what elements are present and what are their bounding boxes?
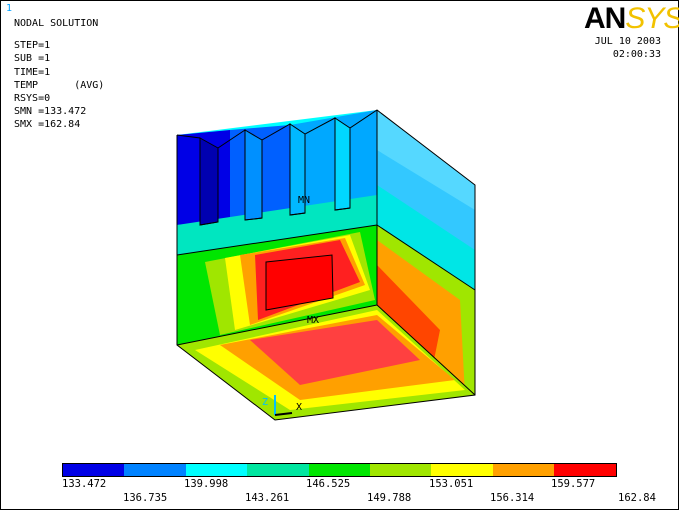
ansys-logo: ANSYS xyxy=(584,2,679,35)
timestamp: JUL 10 2003 02:00:33 xyxy=(595,35,661,61)
max-marker: MX xyxy=(307,315,319,326)
window-number: 1 xyxy=(6,3,13,14)
legend-band-5 xyxy=(308,464,370,476)
legend-value-4: 143.261 xyxy=(245,492,290,504)
info-temp: TEMP (AVG) xyxy=(14,79,105,91)
triad-x-label: X xyxy=(296,402,302,413)
triad-z-label: Z xyxy=(262,397,268,408)
min-marker: MN xyxy=(298,195,310,206)
info-rsys: RSYS=0 xyxy=(14,93,51,105)
info-smx: SMX =162.84 xyxy=(14,119,81,131)
legend-value-3: 139.998 xyxy=(184,478,229,490)
info-smn: SMN =133.472 xyxy=(14,106,87,118)
legend-value-1: 133.472 xyxy=(62,478,107,490)
time-text: 02:00:33 xyxy=(612,49,661,60)
solution-info: NODAL SOLUTION STEP=1 SUB =1 TIME=1 TEMP… xyxy=(14,17,104,132)
legend-band-6 xyxy=(369,464,432,476)
info-step: STEP=1 xyxy=(14,40,51,52)
legend-value-2: 136.735 xyxy=(123,492,168,504)
date-text: JUL 10 2003 xyxy=(594,36,661,47)
legend-value-6: 149.788 xyxy=(367,492,412,504)
legend-band-3 xyxy=(185,464,248,476)
legend-band-8 xyxy=(492,464,555,476)
contour-legend-bar xyxy=(62,463,617,477)
legend-band-1 xyxy=(63,464,125,476)
info-sub: SUB =1 xyxy=(14,53,51,65)
legend-band-7 xyxy=(431,464,493,476)
legend-band-9 xyxy=(554,464,616,476)
legend-value-9: 159.577 xyxy=(551,478,596,490)
legend-value-8: 156.314 xyxy=(490,492,535,504)
legend-value-5: 146.525 xyxy=(306,478,351,490)
legend-value-10: 162.84 xyxy=(618,492,656,504)
legend-value-7: 153.051 xyxy=(429,478,474,490)
heat-source xyxy=(265,254,334,311)
triad-x-axis xyxy=(274,412,293,416)
legend-band-4 xyxy=(247,464,309,476)
legend-band-2 xyxy=(124,464,186,476)
solution-title: NODAL SOLUTION xyxy=(14,18,99,29)
info-time: TIME=1 xyxy=(14,66,51,78)
